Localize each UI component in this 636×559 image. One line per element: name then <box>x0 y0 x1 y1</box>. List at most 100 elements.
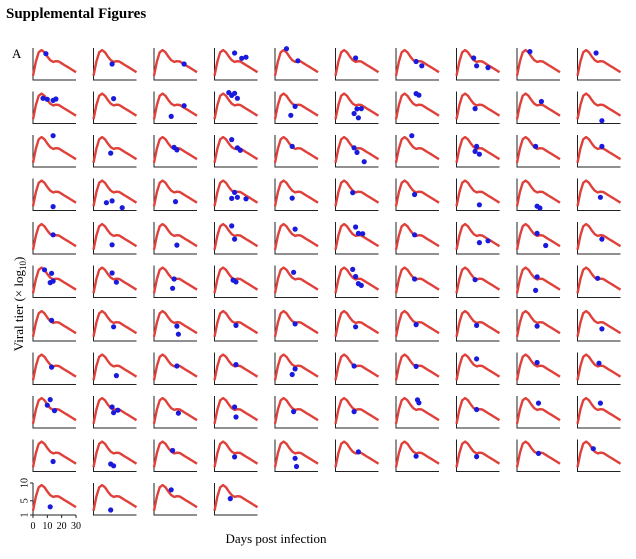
panel <box>92 178 138 211</box>
data-point <box>229 195 235 201</box>
fit-curve <box>152 92 198 120</box>
panel-axis <box>577 265 621 298</box>
data-point <box>360 231 366 237</box>
panel <box>31 222 77 255</box>
fit-curve <box>576 92 622 120</box>
panel <box>92 91 138 124</box>
panel <box>273 265 319 298</box>
data-point <box>232 189 238 195</box>
fit-curve <box>334 440 380 468</box>
panel-axis <box>93 439 137 472</box>
panel-axis <box>335 352 379 385</box>
data-point <box>476 202 482 208</box>
y-tick-label: 5 <box>19 498 30 503</box>
fit-curve <box>515 396 561 424</box>
panel-axis <box>456 265 500 298</box>
panel-label: A <box>12 46 22 61</box>
panel-axis <box>577 222 621 255</box>
fit-curve <box>213 92 259 120</box>
panel <box>455 178 501 211</box>
y-axis-title: Viral tier (× log10) <box>11 257 28 352</box>
data-point <box>292 455 298 461</box>
data-point <box>535 400 542 406</box>
panel <box>31 178 77 211</box>
panel-axis <box>335 265 379 298</box>
data-point <box>233 362 239 368</box>
data-point <box>474 143 480 149</box>
fit-curve <box>31 92 77 120</box>
fit-curve <box>576 309 622 337</box>
panel <box>334 135 380 168</box>
x-tick-label: 20 <box>57 521 67 532</box>
y-axis-title-end: ) <box>11 257 26 261</box>
data-point <box>47 504 53 510</box>
data-point <box>538 98 545 105</box>
panel <box>394 309 440 342</box>
panel <box>576 265 622 298</box>
panel-axis <box>93 396 137 429</box>
fit-curve <box>455 179 501 207</box>
data-point <box>358 282 364 288</box>
panel <box>92 352 138 385</box>
panel <box>455 309 501 342</box>
panel-axis <box>395 48 439 81</box>
data-point <box>49 317 55 323</box>
panel-axis <box>153 352 197 385</box>
panel <box>515 396 561 429</box>
data-point <box>474 454 480 460</box>
panel <box>273 222 319 255</box>
panel-axis <box>153 222 197 255</box>
fit-curve <box>394 179 440 207</box>
panel <box>152 48 198 81</box>
fit-curve <box>152 48 198 76</box>
data-point <box>599 236 605 242</box>
panel <box>92 222 138 255</box>
panel-axis <box>214 352 258 385</box>
data-point <box>419 63 425 69</box>
x-tick-label: 10 <box>42 521 52 532</box>
fit-curve <box>213 222 259 250</box>
panel <box>31 91 77 124</box>
x-tick-label: 0 <box>31 521 36 532</box>
fit-curve <box>515 222 561 250</box>
data-point <box>412 232 418 238</box>
panel <box>213 265 259 298</box>
data-point <box>353 324 359 330</box>
data-point <box>50 458 56 465</box>
data-point <box>111 410 117 416</box>
panel-axis <box>32 91 76 124</box>
panel-axis <box>516 91 560 124</box>
fit-curve <box>515 309 561 337</box>
data-point <box>533 143 539 149</box>
fit-curve <box>455 353 501 381</box>
panel <box>152 352 198 385</box>
data-point <box>412 276 418 282</box>
fit-curve <box>92 179 138 207</box>
data-point <box>355 449 361 455</box>
panel-axis <box>516 135 560 168</box>
data-point <box>413 58 419 65</box>
data-point <box>350 266 356 272</box>
fit-curve <box>455 48 501 76</box>
data-point <box>49 364 55 370</box>
panel <box>394 439 440 472</box>
panel <box>92 265 138 298</box>
panel <box>394 133 440 168</box>
data-point <box>44 96 50 102</box>
data-point <box>353 55 359 61</box>
fit-curve <box>92 483 138 511</box>
panel-axis <box>577 91 621 124</box>
data-point <box>50 133 56 139</box>
panel <box>273 396 319 429</box>
data-point <box>113 373 119 379</box>
panel <box>273 352 319 385</box>
fit-curve <box>576 440 622 468</box>
panel-axis <box>214 91 258 124</box>
panel <box>152 309 198 342</box>
panel-axis <box>153 265 197 298</box>
panel-axis <box>214 222 258 255</box>
fit-curve <box>213 483 259 511</box>
panel-axis <box>153 178 197 211</box>
fit-curve <box>92 440 138 468</box>
panel <box>515 48 561 81</box>
